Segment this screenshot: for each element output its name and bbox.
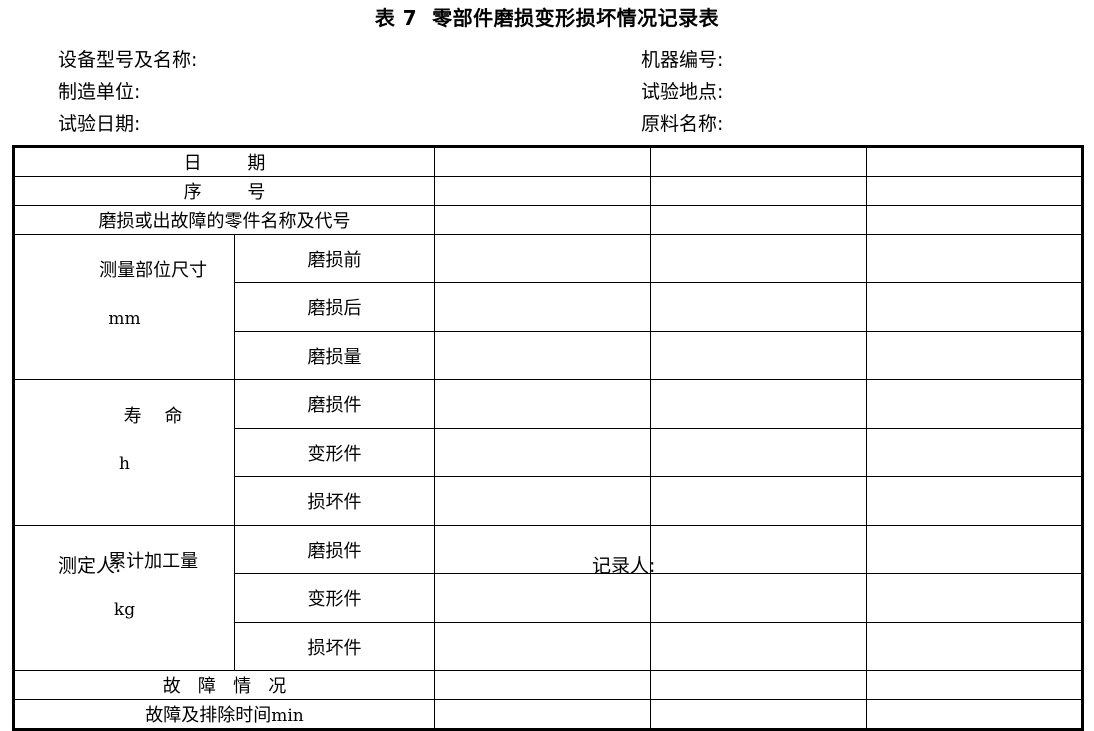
cell-before-wear-3[interactable] — [866, 233, 1083, 284]
row-label-fault-condition: 故 障 情 况 — [13, 670, 435, 701]
cell-life-damaged-2[interactable] — [650, 476, 867, 526]
table-row: 测量部位尺寸 mm 磨损前 — [13, 233, 1083, 381]
cell-life-worn-2[interactable] — [650, 379, 867, 429]
field-manufacturer: 制造单位: — [58, 81, 141, 103]
cell-wear-amount-3[interactable] — [866, 330, 1083, 381]
group-label-cumulative-processing: 累计加工量 kg — [13, 524, 235, 672]
table-row: 故 障 情 况 — [13, 670, 1083, 701]
group-label-text: 寿 命 — [123, 405, 183, 427]
cell-after-wear-3[interactable] — [866, 282, 1083, 332]
cell-date-3[interactable] — [866, 146, 1083, 177]
cell-part-name-2[interactable] — [650, 205, 867, 235]
row-label-unit: min — [271, 706, 304, 727]
sub-row-label-damaged-part: 损坏件 — [234, 476, 435, 526]
group-label-text: 测量部位尺寸 — [99, 260, 208, 282]
table-row: 磨损量 — [14, 330, 1083, 381]
cell-before-wear-1[interactable] — [434, 233, 651, 284]
row-label-date: 日 期 — [13, 146, 435, 177]
table-row: 故障及排除时间min — [13, 699, 1083, 731]
table-row: 磨损或出故障的零件名称及代号 — [13, 205, 1083, 235]
cell-serial-2[interactable] — [650, 176, 867, 206]
table-row: 日 期 — [13, 146, 1083, 177]
cell-fault-condition-3[interactable] — [866, 670, 1083, 701]
field-measured-by: 测定人: — [58, 555, 122, 577]
sub-row-label-deformed-part: 变形件 — [234, 427, 435, 478]
group-label-measurement-size: 测量部位尺寸 mm — [13, 233, 235, 381]
cell-after-wear-2[interactable] — [650, 282, 867, 332]
table-row: 序 号 — [13, 176, 1083, 206]
cell-after-wear-1[interactable] — [434, 282, 651, 332]
wear-deformation-record-table: 日 期 序 号 磨损或出故障的零件名称及代号 — [12, 145, 1084, 731]
header-meta-row: 制造单位: 试验地点: — [0, 76, 1094, 108]
group-label-text: 累计加工量 — [108, 551, 199, 573]
row-label-fault-repair-time: 故障及排除时间min — [13, 699, 435, 731]
cell-date-2[interactable] — [650, 146, 867, 177]
cell-fault-condition-1[interactable] — [434, 670, 651, 701]
cell-cum-damaged-3[interactable] — [866, 621, 1083, 672]
header-meta-row: 设备型号及名称: 机器编号: — [0, 44, 1094, 76]
footer-signature-block: 测定人: 记录人: — [0, 552, 1094, 582]
cell-life-deformed-3[interactable] — [866, 427, 1083, 478]
cell-life-damaged-3[interactable] — [866, 476, 1083, 526]
cell-before-wear-2[interactable] — [650, 233, 867, 284]
table-row: 损坏件 — [14, 476, 1083, 526]
sub-row-label-wear-amount: 磨损量 — [234, 330, 435, 381]
cell-cum-damaged-1[interactable] — [434, 621, 651, 672]
cell-fault-time-2[interactable] — [650, 699, 867, 731]
field-test-date: 试验日期: — [58, 113, 141, 135]
row-label-serial-number: 序 号 — [13, 176, 435, 206]
sub-row-label-worn-part: 磨损件 — [234, 379, 435, 429]
field-equipment-model-name: 设备型号及名称: — [58, 49, 198, 71]
cell-fault-time-3[interactable] — [866, 699, 1083, 731]
cell-fault-time-1[interactable] — [434, 699, 651, 731]
cell-life-deformed-1[interactable] — [434, 427, 651, 478]
group-unit-text: mm — [108, 308, 141, 329]
field-machine-number: 机器编号: — [641, 49, 724, 71]
cell-fault-condition-2[interactable] — [650, 670, 867, 701]
header-meta-block: 设备型号及名称: 机器编号: 制造单位: 试验地点: 试验日期: 原料名称: — [0, 44, 1094, 140]
cell-serial-3[interactable] — [866, 176, 1083, 206]
cell-cum-damaged-2[interactable] — [650, 621, 867, 672]
cell-part-name-3[interactable] — [866, 205, 1083, 235]
group-unit-text: h — [119, 454, 130, 475]
header-meta-row: 试验日期: 原料名称: — [0, 108, 1094, 140]
sub-row-label-before-wear: 磨损前 — [234, 233, 435, 284]
row-label-part-name-code: 磨损或出故障的零件名称及代号 — [13, 205, 435, 235]
sub-row-label-after-wear: 磨损后 — [234, 282, 435, 332]
cell-life-deformed-2[interactable] — [650, 427, 867, 478]
group-unit-text: kg — [113, 599, 136, 620]
row-label-text: 故障及排除时间 — [145, 705, 272, 727]
page-title: 表 7 零部件磨损变形损坏情况记录表 — [374, 6, 720, 30]
group-label-service-life: 寿 命 h — [13, 379, 235, 526]
cell-part-name-1[interactable] — [434, 205, 651, 235]
cell-wear-amount-1[interactable] — [434, 330, 651, 381]
field-material-name: 原料名称: — [641, 113, 724, 135]
cell-life-worn-1[interactable] — [434, 379, 651, 429]
cell-life-damaged-1[interactable] — [434, 476, 651, 526]
field-recorded-by: 记录人: — [592, 555, 656, 577]
cell-wear-amount-2[interactable] — [650, 330, 867, 381]
cell-serial-1[interactable] — [434, 176, 651, 206]
cell-life-worn-3[interactable] — [866, 379, 1083, 429]
table-row: 寿 命 h 磨损件 — [13, 379, 1083, 526]
cell-date-1[interactable] — [434, 146, 651, 177]
document-page: 表 7 零部件磨损变形损坏情况记录表 设备型号及名称: 机器编号: 制造单位: … — [0, 6, 1094, 731]
field-test-location: 试验地点: — [641, 81, 724, 103]
sub-row-label-damaged-part: 损坏件 — [234, 621, 435, 672]
